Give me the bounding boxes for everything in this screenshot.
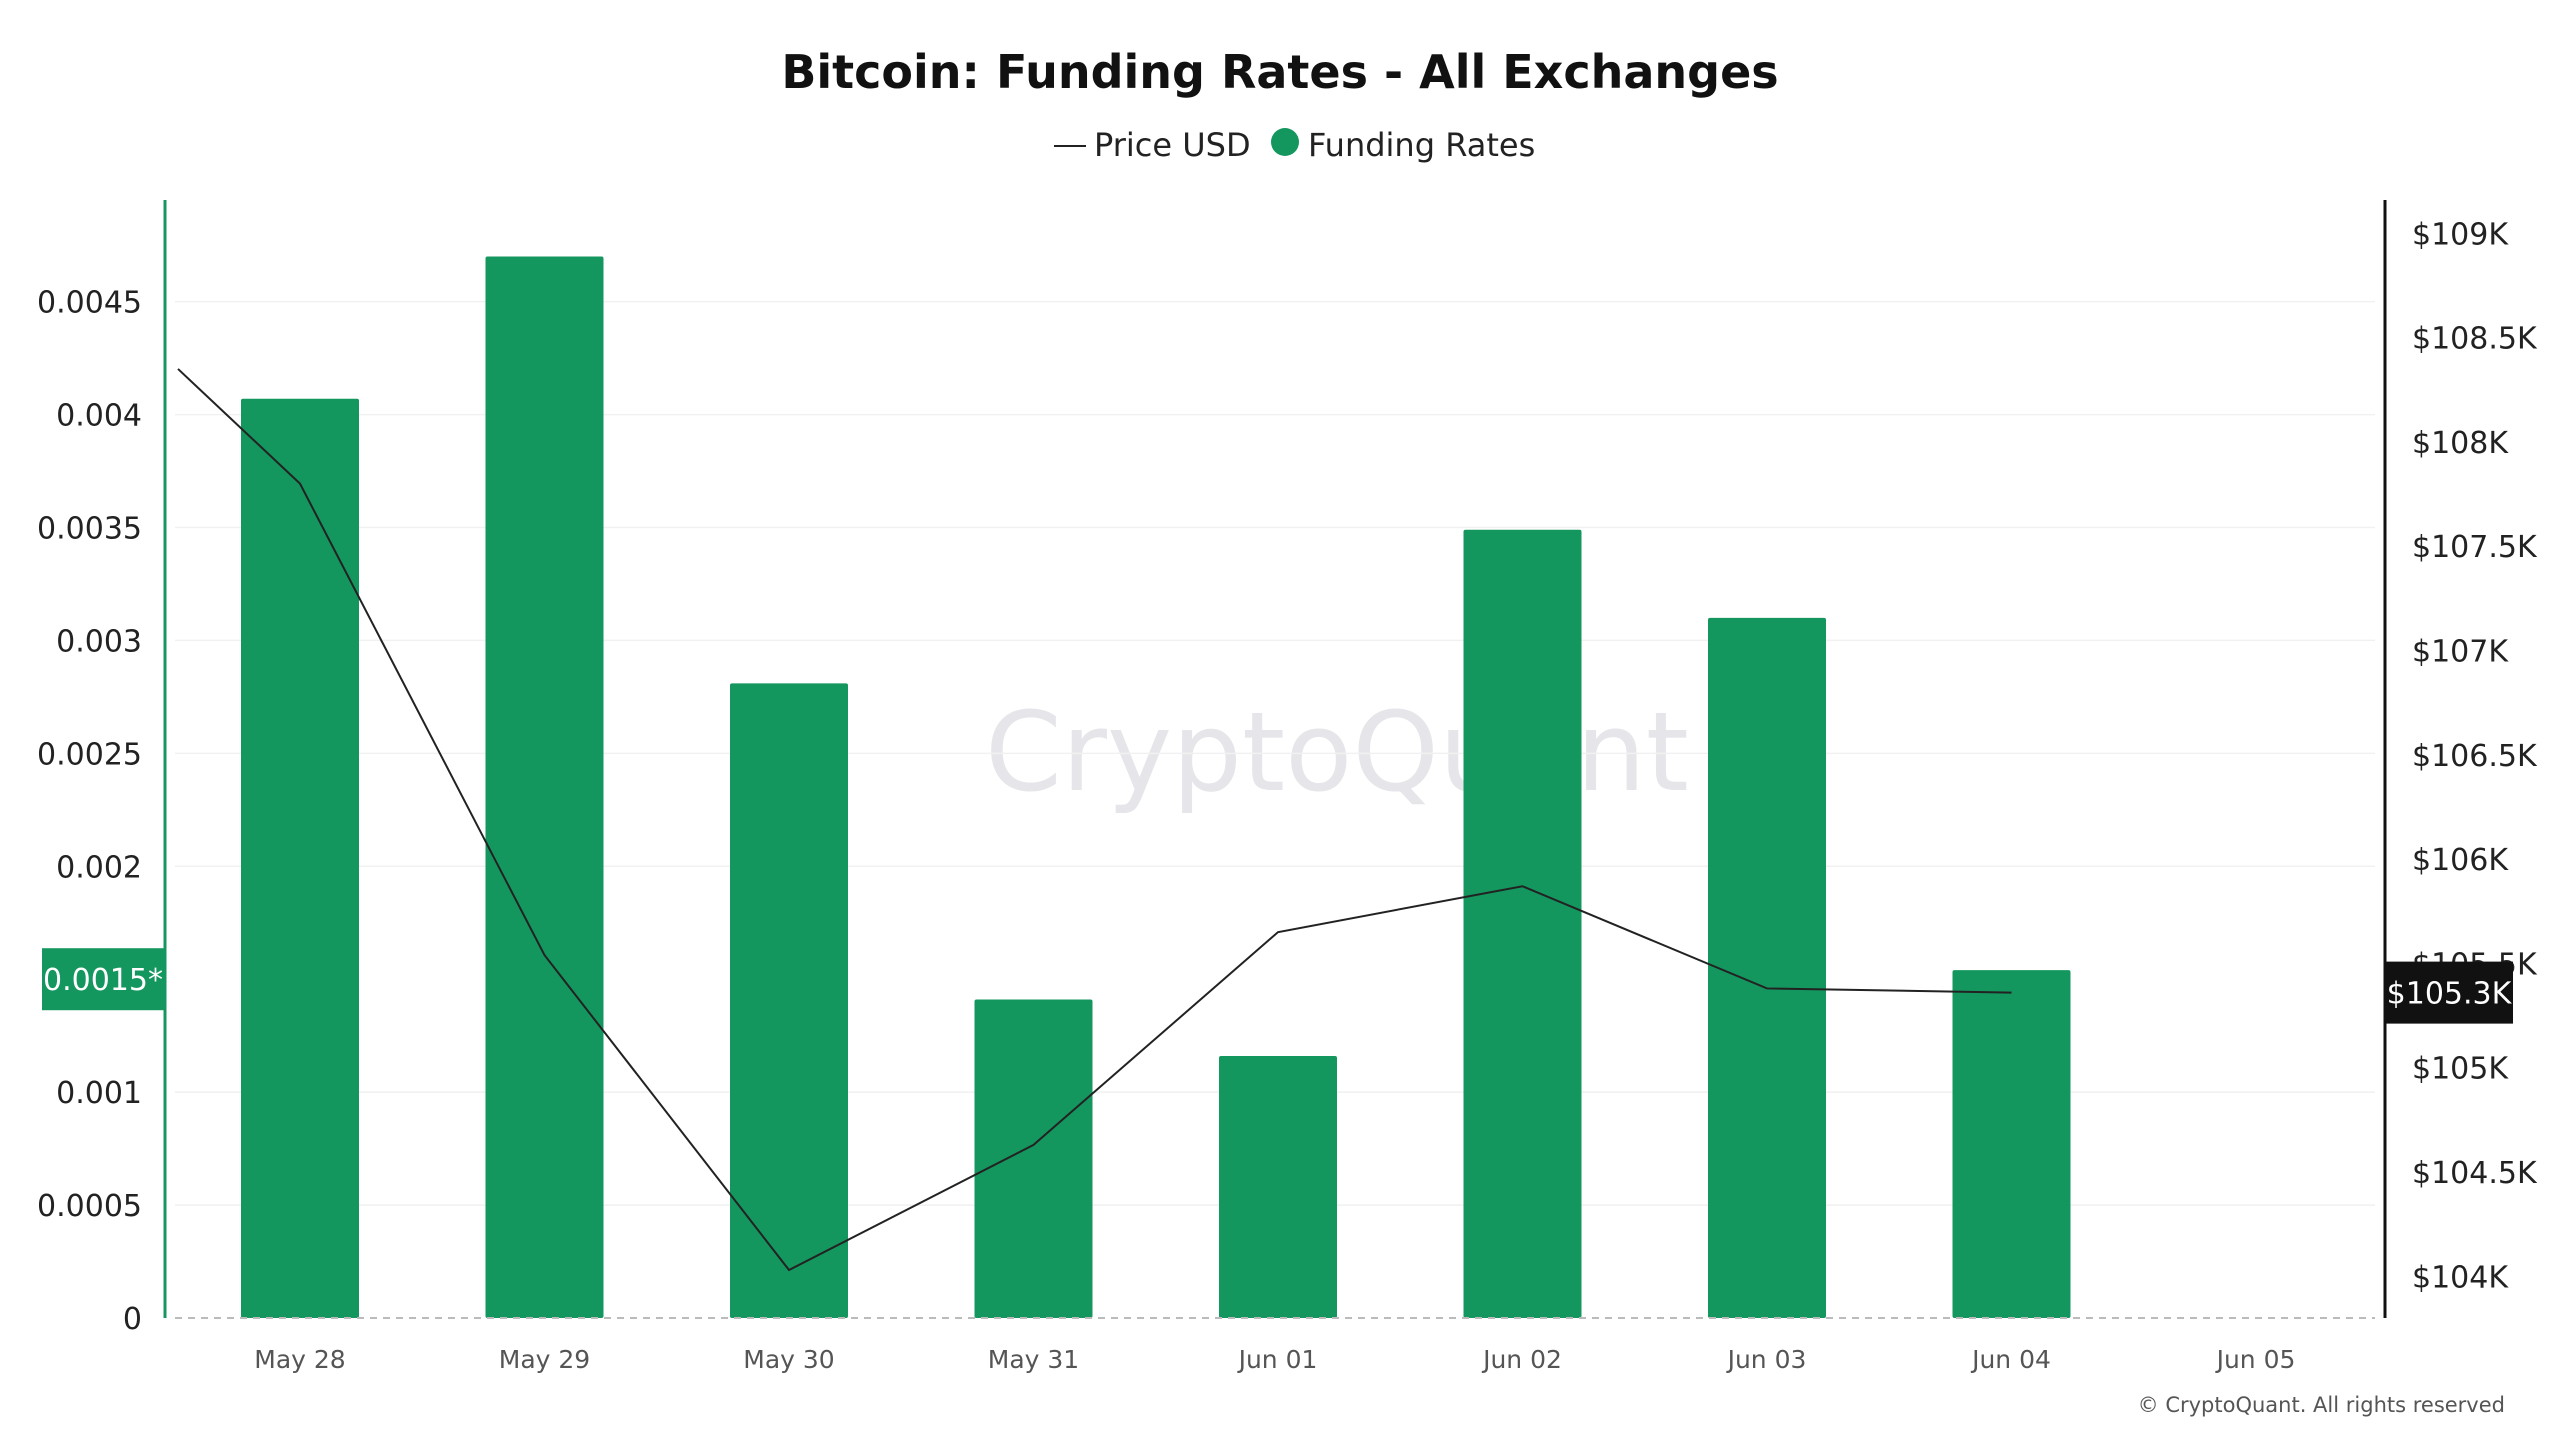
watermark: CryptoQuant [985,688,1689,816]
left-tick-0: 0 [123,1302,142,1337]
funding-bar-4[interactable] [1219,1056,1337,1318]
legend-funding-dot-icon [1271,128,1299,156]
chart-title: Bitcoin: Funding Rates - All Exchanges [781,45,1778,99]
current-funding-badge: 0.0015* [42,948,165,1011]
current-price-badge-bg [2385,961,2513,1024]
funding-bar-1[interactable] [485,256,604,1319]
price-line-group [177,368,2012,1272]
x-tick-2: May 30 [743,1345,834,1374]
legend-price-label[interactable]: Price USD [1094,126,1251,164]
legend[interactable]: Price USD Funding Rates [1054,126,1535,164]
x-axis-ticks: May 28 May 29 May 30 May 31 Jun 01 Jun 02 Jun … [254,1345,2295,1374]
right-tick-7: $107.5K [2412,530,2538,565]
x-tick-7: Jun 04 [1970,1345,2051,1374]
x-tick-0: May 28 [254,1345,345,1374]
left-tick-6: 0.0035 [37,511,142,546]
legend-funding-label[interactable]: Funding Rates [1308,126,1535,164]
left-tick-5: 0.003 [56,624,142,659]
left-tick-7: 0.004 [56,399,142,434]
x-tick-3: May 31 [988,1345,1079,1374]
current-price-value: $105.3K [2387,977,2513,1012]
funding-bar-6[interactable] [1708,617,1826,1318]
x-tick-6: Jun 03 [1726,1345,1807,1374]
right-tick-1: $104.5K [2412,1156,2538,1191]
x-tick-8: Jun 05 [2215,1345,2296,1374]
current-funding-value: 0.0015* [43,963,163,998]
funding-bar-5[interactable] [1463,529,1582,1318]
left-tick-1: 0.0005 [37,1189,142,1224]
funding-bars [241,256,2071,1319]
price-line[interactable] [177,368,2012,1272]
left-tick-4: 0.0025 [37,737,142,772]
right-tick-8: $108K [2412,426,2509,461]
left-tick-2: 0.001 [56,1076,142,1111]
funding-bar-7[interactable] [1952,970,2071,1318]
right-tick-0: $104K [2412,1260,2509,1295]
right-axis-ticks: $104K$104.5K$105K$105.5K$106K$106.5K$107… [2412,217,2538,1295]
right-tick-5: $106.5K [2412,739,2538,774]
funding-bar-3[interactable] [974,999,1093,1318]
right-tick-4: $106K [2412,843,2509,878]
left-axis-ticks: 0 0.0005 0.001 0.002 0.0025 0.003 0.0035 0.004 0… [37,286,142,1337]
current-funding-badge-bg [42,948,165,1011]
right-tick-2: $105K [2412,1052,2509,1087]
right-tick-10: $109K [2412,217,2509,252]
right-tick-9: $108.5K [2412,322,2538,357]
funding-bar-0[interactable] [241,398,359,1318]
copyright-text: © CryptoQuant. All rights reserved [2138,1393,2505,1417]
x-tick-4: Jun 01 [1237,1345,1318,1374]
funding-bar-2[interactable] [730,683,848,1318]
x-tick-5: Jun 02 [1481,1345,1562,1374]
left-tick-8: 0.0045 [37,286,142,321]
right-tick-6: $107K [2412,635,2509,670]
left-tick-3: 0.002 [56,850,142,885]
current-price-badge: $105.3K [2385,961,2513,1024]
x-tick-1: May 29 [499,1345,590,1374]
